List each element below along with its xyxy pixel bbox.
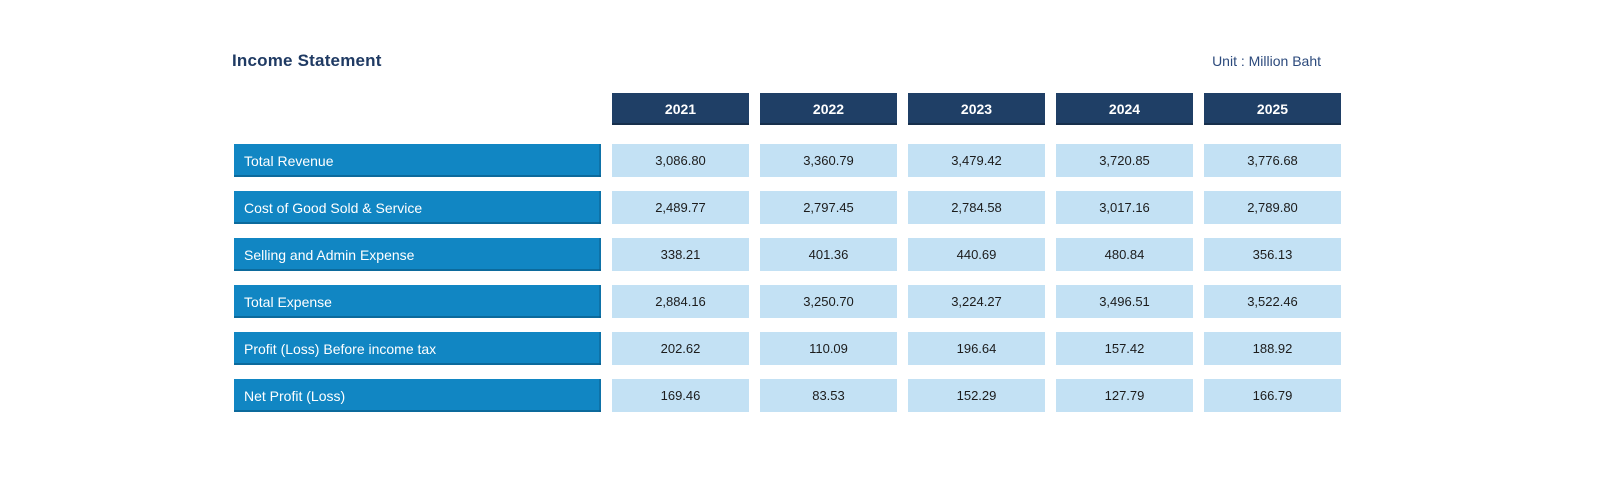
table-row-total-revenue: Total Revenue 3,086.80 3,360.79 3,479.42… <box>234 144 1341 177</box>
value-cell: 440.69 <box>908 238 1045 271</box>
unit-label: Unit : Million Baht <box>1212 53 1321 69</box>
value-cell: 2,789.80 <box>1204 191 1341 224</box>
value-cell: 188.92 <box>1204 332 1341 365</box>
value-cell: 83.53 <box>760 379 897 412</box>
table-row-net-profit: Net Profit (Loss) 169.46 83.53 152.29 12… <box>234 379 1341 412</box>
value-cell: 338.21 <box>612 238 749 271</box>
value-cell: 480.84 <box>1056 238 1193 271</box>
value-cell: 3,017.16 <box>1056 191 1193 224</box>
year-header-2022: 2022 <box>760 93 897 125</box>
value-cell: 127.79 <box>1056 379 1193 412</box>
value-cell: 157.42 <box>1056 332 1193 365</box>
value-cell: 3,776.68 <box>1204 144 1341 177</box>
table-row-total-expense: Total Expense 2,884.16 3,250.70 3,224.27… <box>234 285 1341 318</box>
page-title: Income Statement <box>232 51 382 70</box>
value-cell: 3,250.70 <box>760 285 897 318</box>
year-header-2021: 2021 <box>612 93 749 125</box>
value-cell: 3,360.79 <box>760 144 897 177</box>
value-cell: 3,522.46 <box>1204 285 1341 318</box>
value-cell: 3,086.80 <box>612 144 749 177</box>
value-cell: 2,797.45 <box>760 191 897 224</box>
value-cell: 166.79 <box>1204 379 1341 412</box>
year-header-2025: 2025 <box>1204 93 1341 125</box>
year-header-2024: 2024 <box>1056 93 1193 125</box>
value-cell: 3,496.51 <box>1056 285 1193 318</box>
row-label: Total Expense <box>234 285 601 318</box>
value-cell: 401.36 <box>760 238 897 271</box>
year-header-row: 2021 2022 2023 2024 2025 <box>234 93 1341 125</box>
value-cell: 2,884.16 <box>612 285 749 318</box>
row-label: Selling and Admin Expense <box>234 238 601 271</box>
value-cell: 2,489.77 <box>612 191 749 224</box>
row-label: Cost of Good Sold & Service <box>234 191 601 224</box>
table-row-cost-of-goods: Cost of Good Sold & Service 2,489.77 2,7… <box>234 191 1341 224</box>
header-spacer <box>234 93 601 125</box>
row-label: Profit (Loss) Before income tax <box>234 332 601 365</box>
value-cell: 3,479.42 <box>908 144 1045 177</box>
row-label: Net Profit (Loss) <box>234 379 601 412</box>
table-row-profit-before-tax: Profit (Loss) Before income tax 202.62 1… <box>234 332 1341 365</box>
value-cell: 169.46 <box>612 379 749 412</box>
value-cell: 196.64 <box>908 332 1045 365</box>
table-body: Total Revenue 3,086.80 3,360.79 3,479.42… <box>234 144 1341 412</box>
value-cell: 2,784.58 <box>908 191 1045 224</box>
value-cell: 356.13 <box>1204 238 1341 271</box>
value-cell: 3,224.27 <box>908 285 1045 318</box>
value-cell: 202.62 <box>612 332 749 365</box>
table-row-selling-admin-expense: Selling and Admin Expense 338.21 401.36 … <box>234 238 1341 271</box>
value-cell: 110.09 <box>760 332 897 365</box>
value-cell: 3,720.85 <box>1056 144 1193 177</box>
row-label: Total Revenue <box>234 144 601 177</box>
year-header-2023: 2023 <box>908 93 1045 125</box>
income-statement-table: 2021 2022 2023 2024 2025 Total Revenue 3… <box>234 93 1341 412</box>
value-cell: 152.29 <box>908 379 1045 412</box>
